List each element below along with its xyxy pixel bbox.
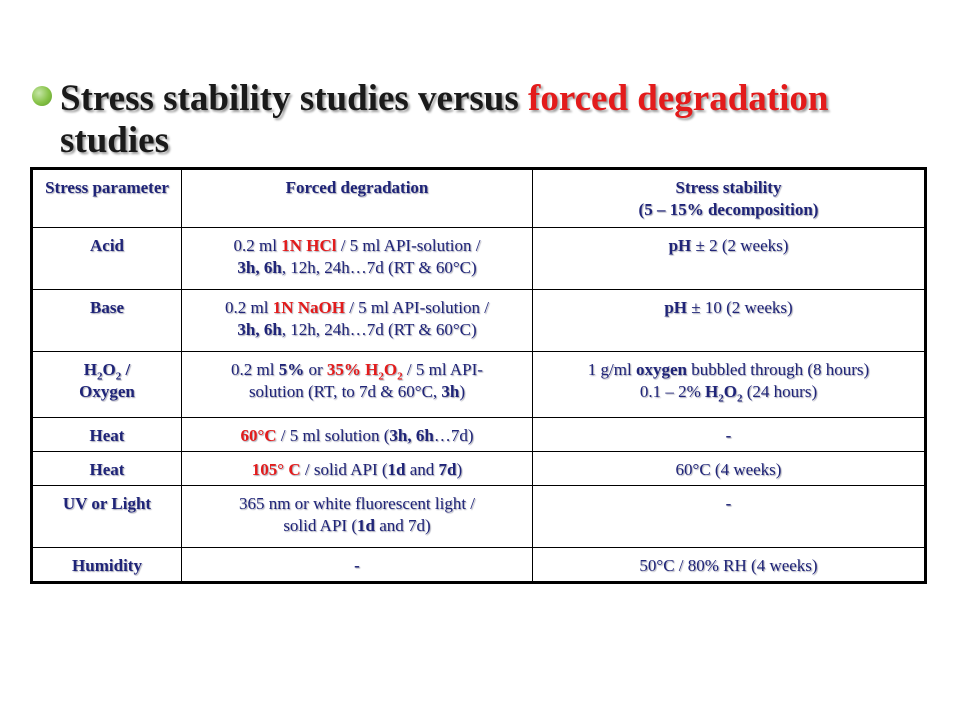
row-stability: 50°C / 80% RH (4 weeks) [532,547,926,583]
row-forced: 60°C / 5 ml solution (3h, 6h…7d) [181,417,533,452]
slide-title: Stress stability studies versus forced d… [60,78,932,162]
table-header-row: Stress parameter Forced degradation Stre… [31,168,926,228]
row-stability: - [532,417,926,452]
table-row: H2O2 /Oxygen 0.2 ml 5% or 35% H2O2 / 5 m… [31,351,926,418]
row-param: Acid [31,227,182,290]
table-row: Humidity - 50°C / 80% RH (4 weeks) [31,547,926,583]
title-text-1: Stress stability studies versus [60,78,519,119]
row-param: Humidity [31,547,182,583]
row-forced: - [181,547,533,583]
title-text-3: studies [60,120,169,161]
row-stability: 1 g/ml oxygen bubbled through (8 hours) 0… [532,351,926,418]
row-forced: 105° C / solid API (1d and 7d) [181,451,533,486]
bullet-icon [32,86,52,106]
row-forced: 0.2 ml 1N HCl / 5 ml API-solution /3h, 6… [181,227,533,290]
row-stability: pH ± 10 (2 weeks) [532,289,926,352]
row-param: H2O2 /Oxygen [31,351,182,418]
header-stability: Stress stability (5 – 15% decomposition) [532,168,926,228]
row-param: Heat [31,417,182,452]
table-row: Heat 60°C / 5 ml solution (3h, 6h…7d) - [31,417,926,452]
table-row: Acid 0.2 ml 1N HCl / 5 ml API-solution /… [31,227,926,290]
header-forced: Forced degradation [181,168,533,228]
row-forced: 365 nm or white fluorescent light / solid… [181,485,533,548]
row-forced: 0.2 ml 5% or 35% H2O2 / 5 ml API-solutio… [181,351,533,418]
header-parameter: Stress parameter [31,168,182,228]
table-row: Base 0.2 ml 1N NaOH / 5 ml API-solution … [31,289,926,352]
row-stability: pH ± 2 (2 weeks) [532,227,926,290]
row-stability: - [532,485,926,548]
row-param: Heat [31,451,182,486]
slide-title-block: Stress stability studies versus forced d… [32,78,932,162]
row-stability: 60°C (4 weeks) [532,451,926,486]
title-text-highlight: forced degradation [528,78,829,119]
table-row: Heat 105° C / solid API (1d and 7d) 60°C… [31,451,926,486]
row-forced: 0.2 ml 1N NaOH / 5 ml API-solution /3h, … [181,289,533,352]
row-param: UV or Light [31,485,182,548]
row-param: Base [31,289,182,352]
comparison-table: Stress parameter Forced degradation Stre… [30,167,927,584]
table-row: UV or Light 365 nm or white fluorescent … [31,485,926,548]
